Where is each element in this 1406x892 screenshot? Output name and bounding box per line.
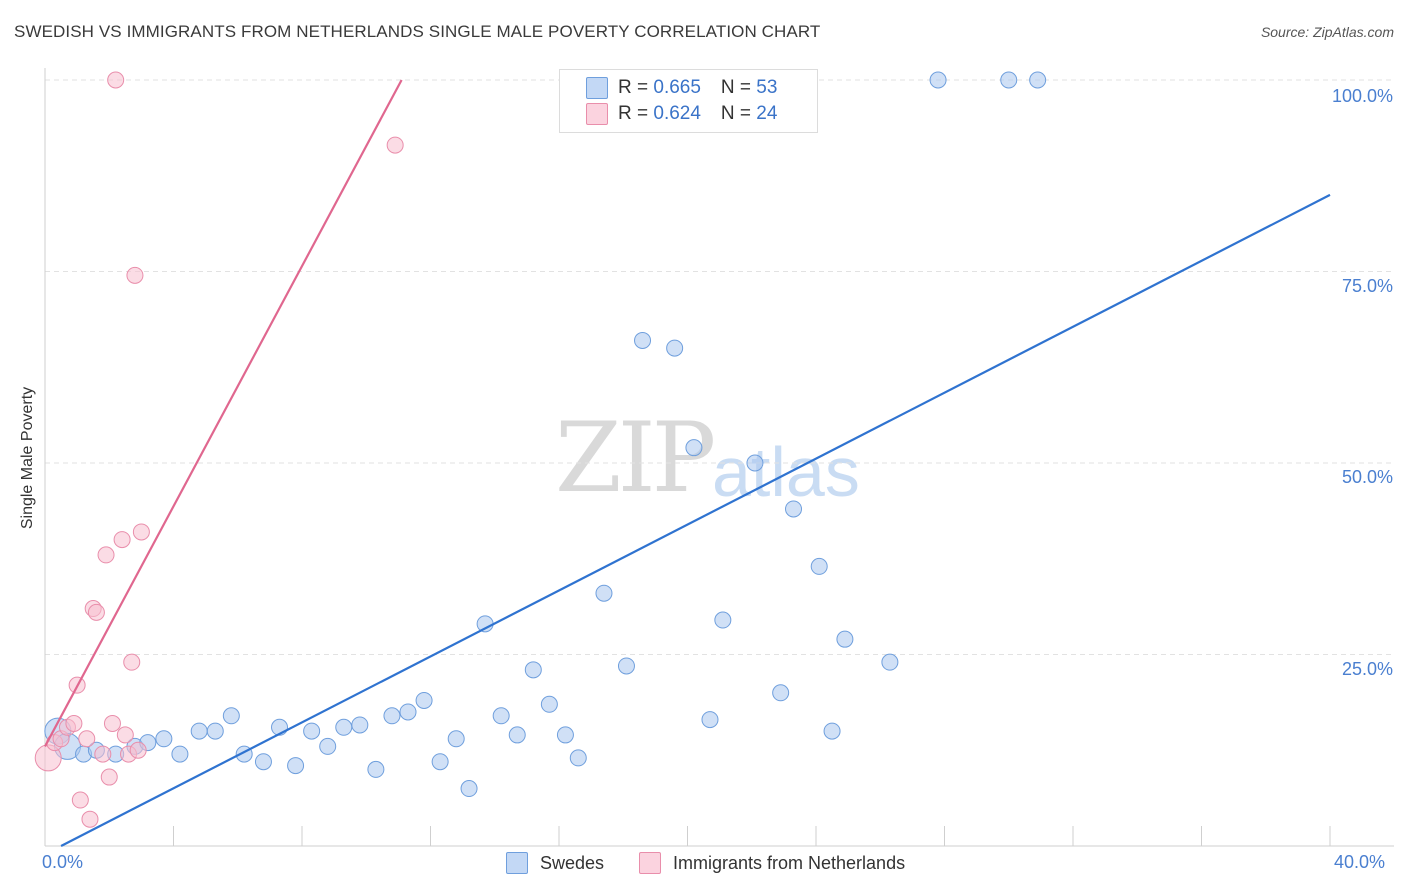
point-swedes <box>415 691 433 709</box>
watermark-atlas: atlas <box>712 433 860 511</box>
point-netherlands <box>107 71 125 89</box>
point-swedes <box>303 722 321 740</box>
point-swedes <box>447 730 465 748</box>
correlation-legend: R = 0.665 N = 53 R = 0.624 N = 24 <box>559 69 818 133</box>
legend-r-value-netherlands: 0.624 <box>653 103 701 124</box>
x-tick-label-max: 40.0% <box>1334 852 1386 872</box>
point-swedes <box>383 707 401 725</box>
legend-swatch-swedes <box>586 77 608 99</box>
point-netherlands <box>386 136 404 154</box>
legend-item-netherlands[interactable]: Immigrants from Netherlands <box>639 852 905 874</box>
point-swedes <box>492 707 510 725</box>
legend-swatch-netherlands <box>639 852 661 874</box>
point-netherlands <box>116 726 134 744</box>
trendline-netherlands <box>44 79 403 747</box>
legend-r-label: R = <box>618 103 654 124</box>
point-swedes <box>367 760 385 778</box>
point-netherlands <box>81 810 99 828</box>
point-swedes <box>746 454 764 472</box>
legend-n-value-swedes: 53 <box>756 77 778 98</box>
point-netherlands <box>97 546 115 564</box>
point-netherlands <box>103 714 121 732</box>
legend-item-swedes[interactable]: Swedes <box>506 852 604 874</box>
point-netherlands <box>94 745 112 763</box>
point-swedes <box>714 611 732 629</box>
legend-n-label: N = <box>720 77 757 98</box>
y-tick-label-50: 50.0% <box>1341 467 1393 487</box>
point-swedes <box>701 711 719 729</box>
legend-swatch-swedes <box>506 852 528 874</box>
point-swedes <box>319 737 337 755</box>
trendline-swedes <box>60 193 1331 847</box>
point-netherlands <box>123 653 141 671</box>
point-swedes <box>1000 71 1018 89</box>
point-swedes <box>666 339 684 357</box>
point-swedes <box>460 780 478 798</box>
point-swedes <box>508 726 526 744</box>
point-swedes <box>287 757 305 775</box>
point-netherlands <box>100 768 118 786</box>
point-netherlands <box>65 714 83 732</box>
point-netherlands <box>132 523 150 541</box>
point-netherlands <box>71 791 89 809</box>
point-swedes <box>351 716 369 734</box>
point-swedes <box>222 707 240 725</box>
point-swedes <box>190 722 208 740</box>
legend-r-label: R = <box>618 77 654 98</box>
point-swedes <box>556 726 574 744</box>
point-netherlands <box>87 603 105 621</box>
point-swedes <box>881 653 899 671</box>
point-swedes <box>1029 71 1047 89</box>
point-swedes <box>772 684 790 702</box>
point-netherlands <box>126 266 144 284</box>
point-swedes <box>206 722 224 740</box>
point-swedes <box>617 657 635 675</box>
legend-label-swedes: Swedes <box>540 852 605 873</box>
point-swedes <box>335 718 353 736</box>
point-netherlands <box>113 531 131 549</box>
legend-r-value-swedes: 0.665 <box>653 77 701 98</box>
point-swedes <box>524 661 542 679</box>
y-tick-label-25: 25.0% <box>1341 659 1393 679</box>
point-netherlands <box>129 741 147 759</box>
legend-swatch-netherlands <box>586 103 608 125</box>
legend-n-value-netherlands: 24 <box>756 103 778 124</box>
point-swedes <box>540 695 558 713</box>
point-swedes <box>810 557 828 575</box>
chart-title: SWEDISH VS IMMIGRANTS FROM NETHERLANDS S… <box>14 22 821 41</box>
point-swedes <box>569 749 587 767</box>
series-legend: Swedes Immigrants from Netherlands <box>0 852 1406 876</box>
point-netherlands <box>78 730 96 748</box>
point-swedes <box>254 753 272 771</box>
point-swedes <box>836 630 854 648</box>
watermark-zip: ZIP <box>555 402 716 514</box>
point-swedes <box>685 439 703 457</box>
legend-label-netherlands: Immigrants from Netherlands <box>673 852 906 873</box>
point-swedes <box>823 722 841 740</box>
point-swedes <box>431 753 449 771</box>
point-swedes <box>399 703 417 721</box>
point-swedes <box>785 500 803 518</box>
x-tick-label-min: 0.0% <box>42 852 84 872</box>
chart-source: Source: ZipAtlas.com <box>1260 24 1394 40</box>
y-tick-label-100: 100.0% <box>1331 86 1393 106</box>
legend-n-label: N = <box>720 103 757 124</box>
point-swedes <box>634 331 652 349</box>
point-swedes <box>155 730 173 748</box>
point-swedes <box>595 584 613 602</box>
y-tick-label-75: 75.0% <box>1341 276 1393 296</box>
point-swedes <box>171 745 189 763</box>
point-swedes <box>929 71 947 89</box>
